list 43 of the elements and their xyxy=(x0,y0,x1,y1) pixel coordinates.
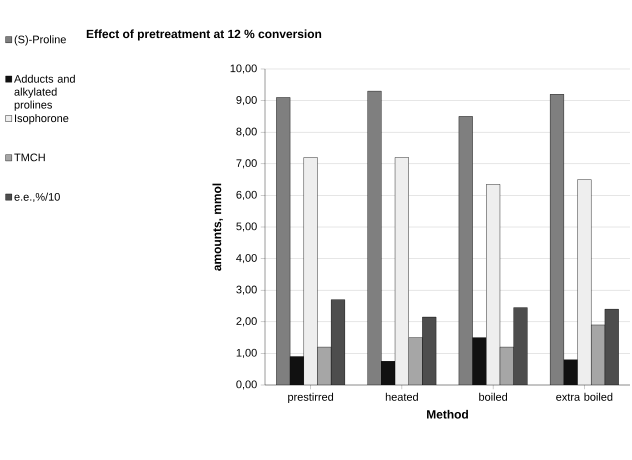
bar xyxy=(458,116,473,385)
y-tick-label: 1,00 xyxy=(236,348,257,358)
bar xyxy=(422,317,436,385)
x-tick-label: prestirred xyxy=(288,392,334,403)
x-tick-label: heated xyxy=(386,392,418,401)
y-tick-label: 4,00 xyxy=(236,254,257,264)
bar xyxy=(317,347,332,385)
y-tick-label: 8,00 xyxy=(236,128,257,137)
bar xyxy=(500,347,514,385)
legend-label: Isophorone xyxy=(15,114,68,124)
legend-label: Adducts and alkylated prolines xyxy=(14,74,75,111)
y-tick-label: 2,00 xyxy=(236,317,257,326)
bar xyxy=(564,360,578,385)
bar xyxy=(550,94,564,385)
x-tick-label: extra boiled xyxy=(556,392,612,401)
x-axis-title: Method xyxy=(427,410,468,419)
chart-title: Effect of pretreatment at 12 % conversion xyxy=(86,29,322,41)
bar xyxy=(381,361,396,385)
x-tick-label: boiled xyxy=(479,392,508,401)
bar xyxy=(290,356,304,385)
bar xyxy=(472,338,486,385)
bar xyxy=(577,179,592,385)
legend-label: (S)-Proline xyxy=(14,35,66,46)
y-tick-label: 9,00 xyxy=(236,96,257,106)
bar xyxy=(395,157,409,385)
y-tick-label: 0,00 xyxy=(236,380,257,390)
y-axis-title: amounts, mmol xyxy=(212,184,223,271)
bar xyxy=(368,91,382,385)
bar xyxy=(408,338,422,385)
y-tick-label: 6,00 xyxy=(236,190,257,200)
bar xyxy=(276,97,290,385)
y-tick-label: 7,00 xyxy=(236,159,257,168)
y-tick-label: 10,00 xyxy=(230,64,257,74)
bar xyxy=(591,324,606,385)
bar xyxy=(514,308,528,385)
bar xyxy=(604,308,619,385)
bar xyxy=(486,184,500,385)
y-tick-label: 5,00 xyxy=(236,222,257,232)
legend-label: e.e.,%/10 xyxy=(14,192,60,202)
y-tick-label: 3,00 xyxy=(236,286,257,295)
legend-label: TMCH xyxy=(14,154,45,162)
bar xyxy=(304,157,318,385)
bar xyxy=(331,300,345,385)
